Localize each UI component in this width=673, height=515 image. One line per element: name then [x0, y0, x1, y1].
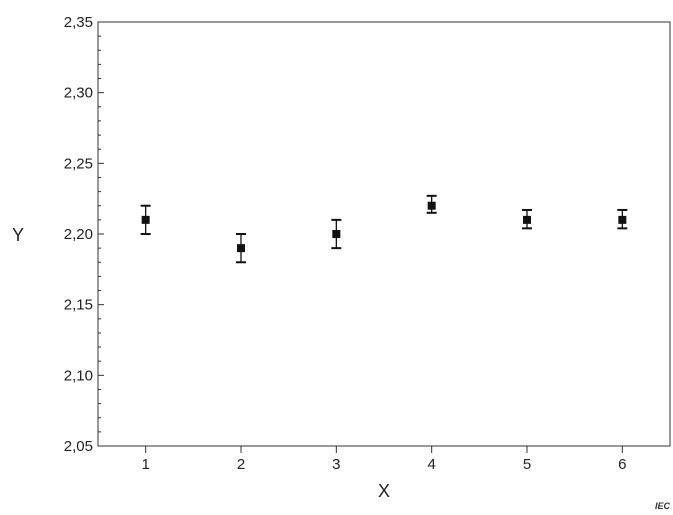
point-marker [141, 215, 150, 224]
x-axis-title: X [378, 481, 390, 501]
y-tick-label: 2,15 [64, 297, 93, 314]
x-tick-label: 5 [523, 456, 531, 473]
data-point [426, 194, 437, 214]
data-point [522, 208, 532, 230]
point-marker [332, 230, 341, 238]
x-tick-label: 3 [332, 456, 340, 473]
point-marker [618, 215, 627, 224]
y-axis: 2,05 2,10 2,15 2,20 2,25 2,30 2,35 [64, 14, 104, 455]
point-marker [523, 215, 531, 224]
point-marker [237, 244, 245, 253]
y-tick-label: 2,05 [64, 438, 93, 455]
point-marker [427, 201, 436, 210]
data-point [236, 233, 246, 264]
data-point [331, 218, 342, 250]
y-axis-title: Y [12, 225, 24, 245]
y-tick-label: 2,30 [64, 85, 93, 102]
iec-watermark: IEC [655, 501, 671, 511]
data-point [617, 208, 628, 230]
y-tick-label: 2,20 [64, 226, 93, 243]
x-tick-label: 6 [618, 456, 626, 473]
y-tick-label: 2,25 [64, 155, 93, 172]
plot-area [97, 21, 671, 447]
y-tick-label: 2,10 [64, 367, 93, 384]
x-tick-label: 1 [141, 456, 149, 473]
data-point [140, 204, 151, 235]
data-points [140, 194, 628, 264]
x-axis: 1 2 3 4 5 6 [141, 446, 627, 473]
x-tick-label: 2 [237, 456, 245, 473]
y-tick-label: 2,35 [64, 14, 93, 31]
x-tick-label: 4 [427, 456, 435, 473]
